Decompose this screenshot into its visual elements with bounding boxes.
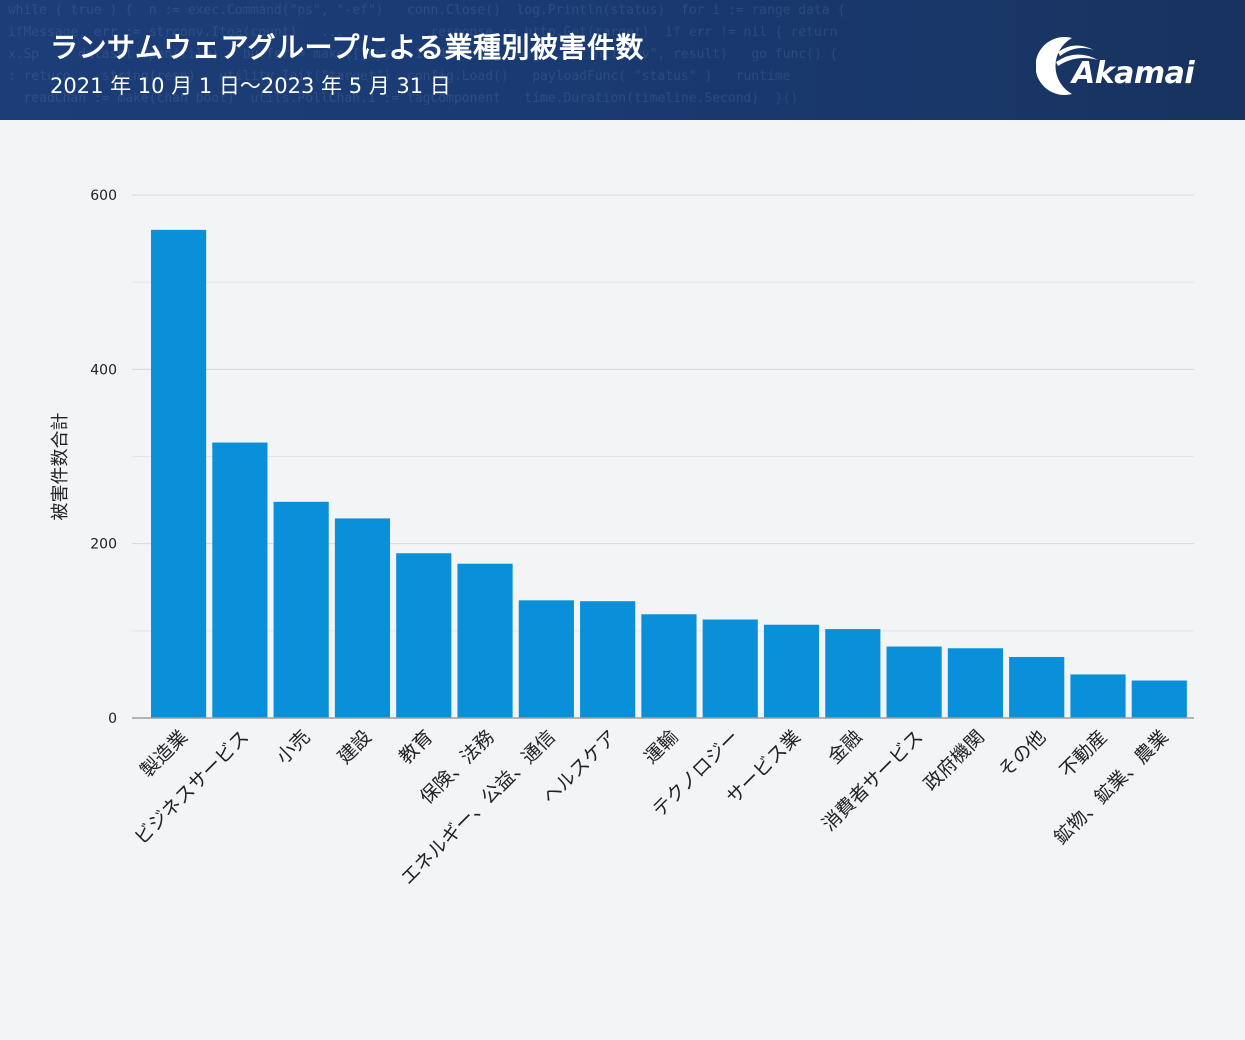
x-tick-label: 製造業 (136, 726, 192, 782)
bar (457, 563, 513, 718)
x-tick-label: 不動産 (1056, 726, 1112, 782)
bar (947, 648, 1003, 718)
bar (396, 553, 452, 718)
bar (151, 229, 207, 718)
bar (334, 518, 391, 718)
x-tick-label: 小売 (272, 726, 314, 768)
bar (518, 600, 574, 718)
bar (212, 442, 268, 718)
x-tick-label: 建設 (334, 726, 376, 768)
bar (641, 614, 697, 718)
page-title: ランサムウェアグループによる業種別被害件数 (50, 31, 645, 64)
x-tick-label: 教育 (395, 726, 437, 768)
y-tick-label: 600 (90, 188, 117, 204)
x-tick-label: 鉱物、鉱業、農業 (1050, 726, 1173, 849)
y-tick-label: 200 (90, 537, 117, 553)
y-tick-label: 400 (90, 362, 117, 378)
bar (702, 619, 758, 718)
bar (886, 646, 942, 718)
x-tick-label: 運輸 (640, 726, 682, 768)
bar (1070, 674, 1126, 718)
akamai-logo-text: Akamai (1072, 56, 1195, 91)
bar (763, 624, 820, 718)
header-banner: while ( true ) { n := exec.Command("ps",… (0, 0, 1245, 120)
bar (273, 501, 329, 718)
x-tick-label: 政府機関 (920, 726, 989, 795)
bar (1131, 680, 1187, 718)
bar (580, 601, 636, 718)
x-tick-label: 金融 (824, 726, 866, 768)
bar (825, 629, 881, 718)
x-tick-label: その他 (994, 726, 1050, 782)
y-axis-label: 被害件数合計 (50, 413, 71, 521)
x-tick-label: ビジネスサービス (130, 726, 253, 849)
y-tick-label: 0 (108, 711, 117, 727)
bar (1009, 656, 1065, 718)
akamai-logo-icon (1036, 37, 1098, 95)
page-subtitle: 2021 年 10 月 1 日〜2023 年 5 月 31 日 (50, 74, 451, 98)
